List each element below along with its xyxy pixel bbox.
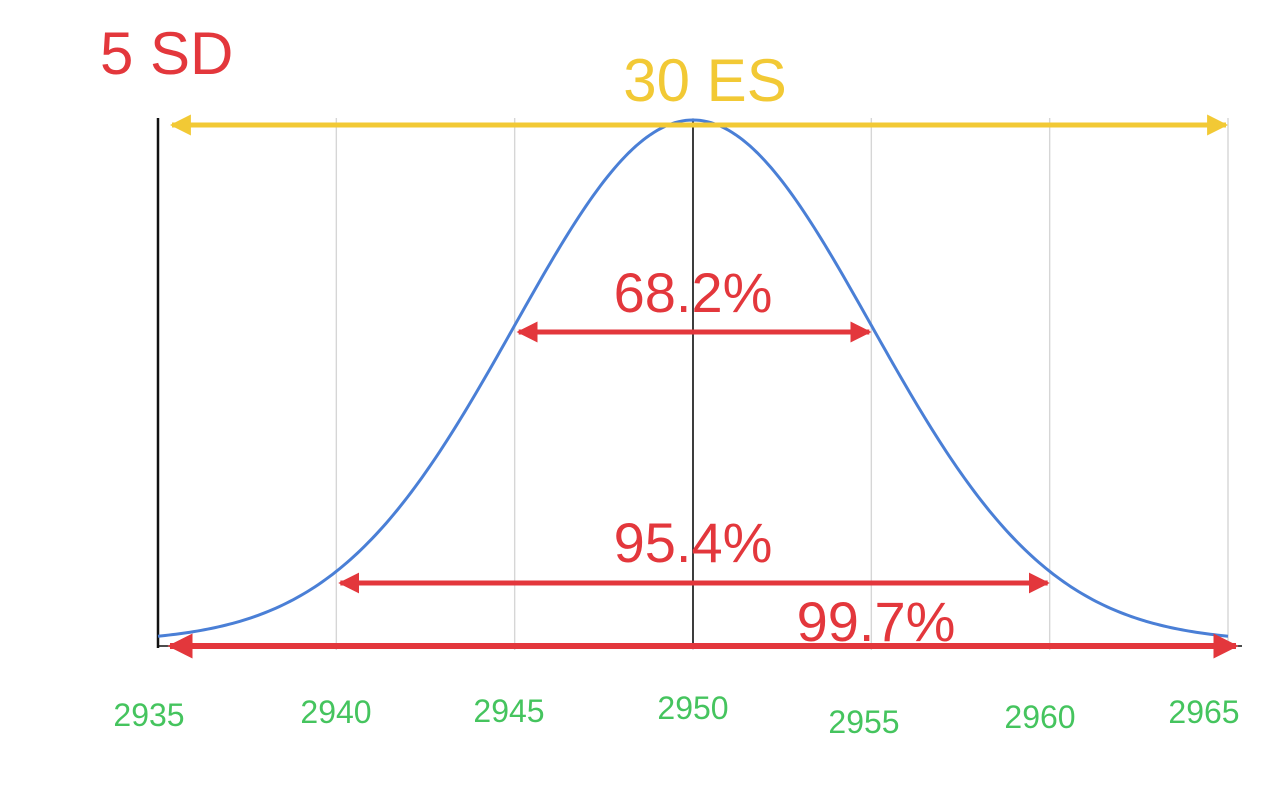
range-arrows — [167, 114, 1239, 659]
x-tick-2960: 2960 — [1004, 699, 1075, 735]
label-99-7: 99.7% — [797, 590, 956, 653]
label-95-4: 95.4% — [614, 511, 773, 574]
x-tick-2940: 2940 — [300, 694, 371, 730]
range-labels: 68.2% 95.4% 99.7% — [614, 261, 956, 653]
title-30-es: 30 ES — [623, 47, 786, 114]
title-5-sd: 5 SD — [100, 20, 233, 87]
x-tick-2955: 2955 — [828, 704, 899, 740]
x-tick-2965: 2965 — [1168, 694, 1239, 730]
grid-lines — [335, 118, 1229, 650]
label-68-2: 68.2% — [614, 261, 773, 324]
x-tick-2935: 2935 — [113, 697, 184, 733]
x-tick-2945: 2945 — [473, 693, 544, 729]
x-tick-2950: 2950 — [657, 690, 728, 726]
x-tick-labels: 2935 2940 2945 2950 2955 2960 2965 — [113, 690, 1239, 740]
